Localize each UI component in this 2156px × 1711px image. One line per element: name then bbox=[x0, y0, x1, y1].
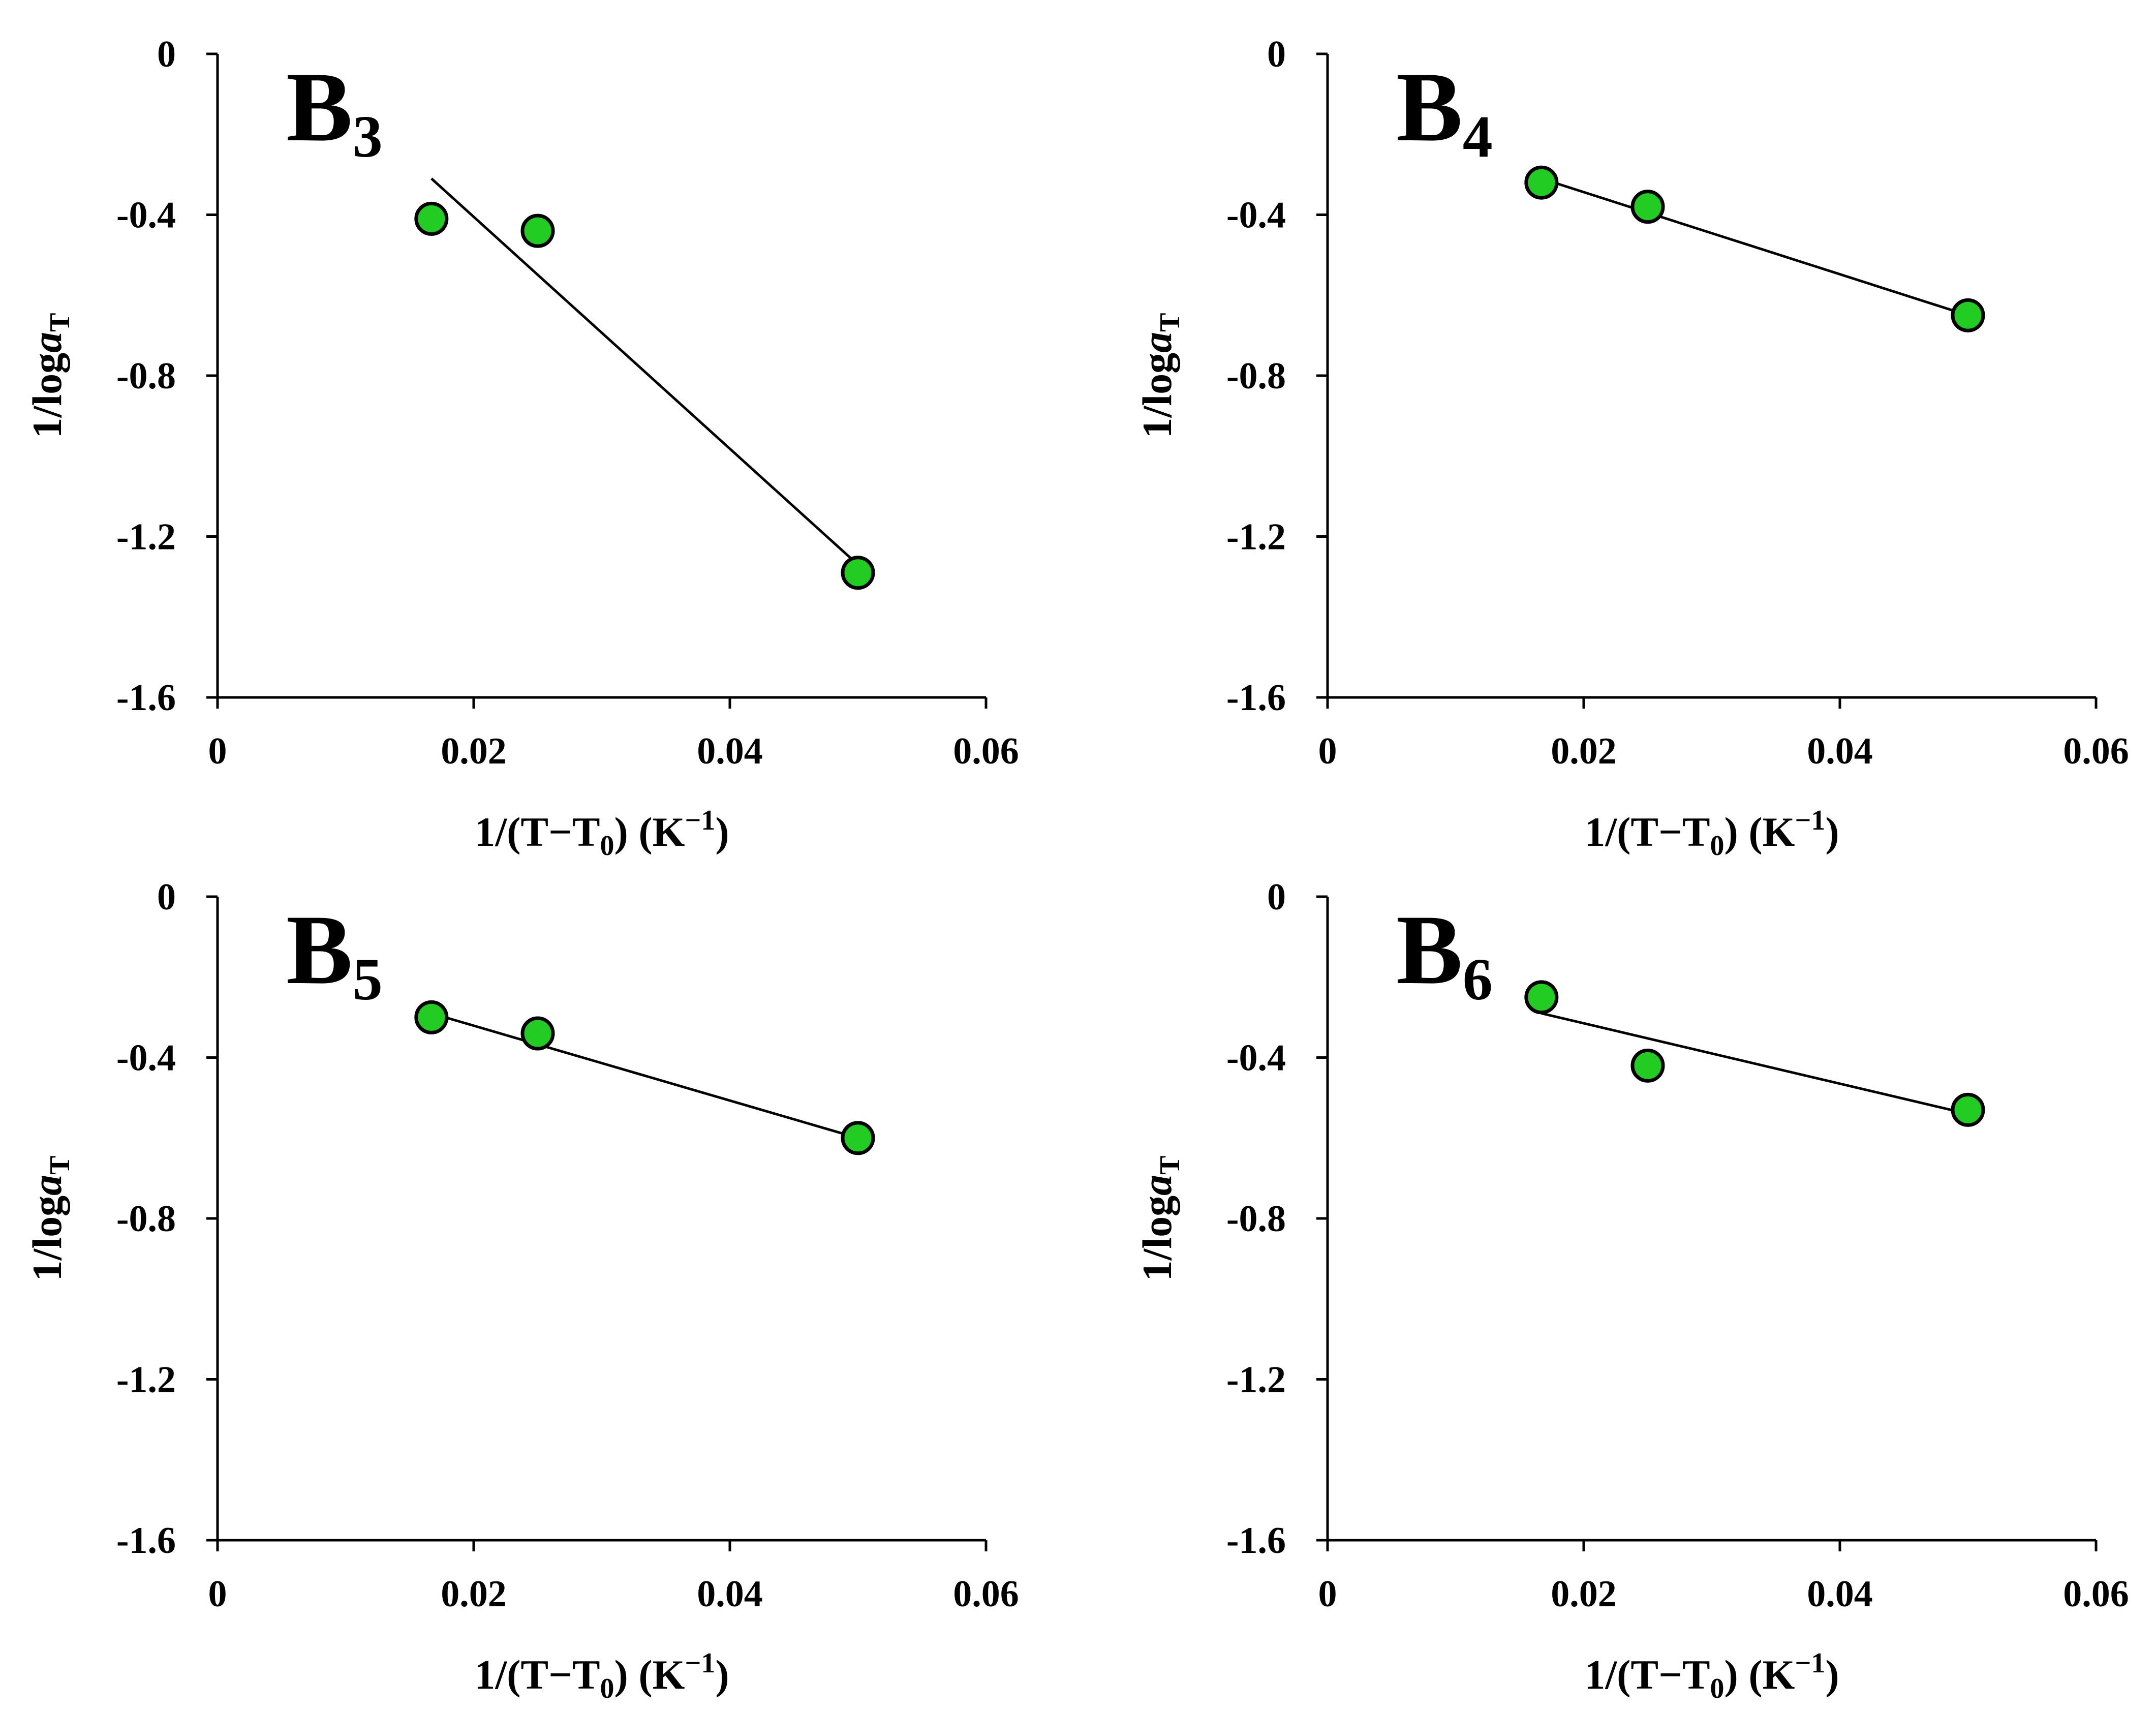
y-tick-label: -0.4 bbox=[116, 1037, 176, 1079]
trend-line bbox=[1541, 1012, 1968, 1115]
x-tick-label: 0.06 bbox=[2063, 1573, 2129, 1615]
y-axis-title: 1/logaT bbox=[24, 313, 76, 439]
panel-label: B6 bbox=[1396, 895, 1493, 1013]
chart-panel-B3: 0 -0.4 -0.8 -1.2 -1.6 0 0.02 0.04 0.06 1/(T−T0) (… bbox=[24, 34, 1019, 862]
y-tick-label: -0.4 bbox=[116, 195, 176, 236]
chart-panel-B6: 0 -0.4 -0.8 -1.2 -1.6 0 0.02 0.04 0.06 1/(T−T0) (… bbox=[1134, 876, 2129, 1704]
x-tick-label: 0.06 bbox=[953, 1573, 1019, 1615]
x-tick-label: 0.02 bbox=[441, 730, 507, 772]
x-axis-title: 1/(T−T0) (K−1) bbox=[474, 805, 729, 862]
x-axis-title: 1/(T−T0) (K−1) bbox=[1584, 805, 1839, 862]
y-tick-label: -1.6 bbox=[1226, 1520, 1286, 1562]
y-tick-label: -1.2 bbox=[1226, 1359, 1286, 1401]
x-tick-label: 0 bbox=[1318, 730, 1337, 772]
y-tick-label: -0.8 bbox=[116, 355, 176, 397]
data-point bbox=[1630, 1048, 1665, 1083]
panel-label: B3 bbox=[286, 52, 383, 170]
y-tick-label: -1.2 bbox=[116, 516, 176, 558]
data-point bbox=[1951, 1092, 1985, 1127]
x-tick-label: 0.02 bbox=[441, 1573, 507, 1615]
y-tick-label: -1.6 bbox=[116, 677, 176, 719]
y-axis-title: 1/logaT bbox=[1134, 313, 1186, 439]
trend-line bbox=[431, 1012, 858, 1140]
chart-panel-B4: 0 -0.4 -0.8 -1.2 -1.6 0 0.02 0.04 0.06 1/(T−T0) (… bbox=[1134, 34, 2129, 862]
x-tick-label: 0.04 bbox=[1807, 1573, 1873, 1615]
y-tick-label: -0.8 bbox=[1226, 1198, 1286, 1240]
x-tick-label: 0.06 bbox=[2063, 730, 2129, 772]
y-tick-label: -1.2 bbox=[116, 1359, 176, 1401]
y-tick-label: -1.2 bbox=[1226, 516, 1286, 558]
x-tick-label: 0.04 bbox=[697, 1573, 763, 1615]
data-point bbox=[841, 556, 875, 590]
trend-line bbox=[430, 177, 859, 566]
data-point bbox=[1524, 165, 1559, 200]
chart-panel-B5: 0 -0.4 -0.8 -1.2 -1.6 0 0.02 0.04 0.06 1/(T−T0) (… bbox=[24, 876, 1019, 1704]
data-point bbox=[520, 1016, 555, 1051]
y-axis-title: 1/logaT bbox=[24, 1156, 76, 1281]
y-tick-label: -0.8 bbox=[116, 1198, 176, 1240]
x-tick-label: 0.02 bbox=[1551, 1573, 1617, 1615]
y-tick-label: -1.6 bbox=[116, 1520, 176, 1562]
y-axis-title: 1/logaT bbox=[1134, 1156, 1186, 1281]
y-tick-label: -1.6 bbox=[1226, 677, 1286, 719]
data-point bbox=[1630, 190, 1665, 224]
y-tick-label: 0 bbox=[1267, 876, 1286, 918]
x-tick-label: 0 bbox=[1318, 1573, 1337, 1615]
data-point bbox=[1524, 980, 1559, 1015]
y-tick-label: 0 bbox=[157, 876, 176, 918]
y-tick-label: -0.8 bbox=[1226, 355, 1286, 397]
x-tick-label: 0.02 bbox=[1551, 730, 1617, 772]
data-point bbox=[414, 201, 449, 236]
panel-label: B4 bbox=[1396, 52, 1493, 170]
data-point bbox=[414, 1000, 449, 1034]
x-tick-label: 0 bbox=[208, 1573, 227, 1615]
y-tick-label: 0 bbox=[157, 34, 176, 75]
data-point bbox=[841, 1121, 875, 1155]
x-axis-title: 1/(T−T0) (K−1) bbox=[474, 1647, 729, 1704]
x-tick-label: 0.04 bbox=[697, 730, 763, 772]
data-point bbox=[520, 213, 555, 248]
panel-label: B5 bbox=[286, 895, 383, 1013]
x-tick-label: 0.06 bbox=[953, 730, 1019, 772]
x-tick-label: 0 bbox=[208, 730, 227, 772]
data-point bbox=[1951, 298, 1985, 332]
trend-line bbox=[1541, 177, 1968, 317]
y-tick-label: -0.4 bbox=[1226, 1037, 1286, 1079]
x-tick-label: 0.04 bbox=[1807, 730, 1873, 772]
y-tick-label: -0.4 bbox=[1226, 195, 1286, 236]
y-tick-label: 0 bbox=[1267, 34, 1286, 75]
x-axis-title: 1/(T−T0) (K−1) bbox=[1584, 1647, 1839, 1704]
